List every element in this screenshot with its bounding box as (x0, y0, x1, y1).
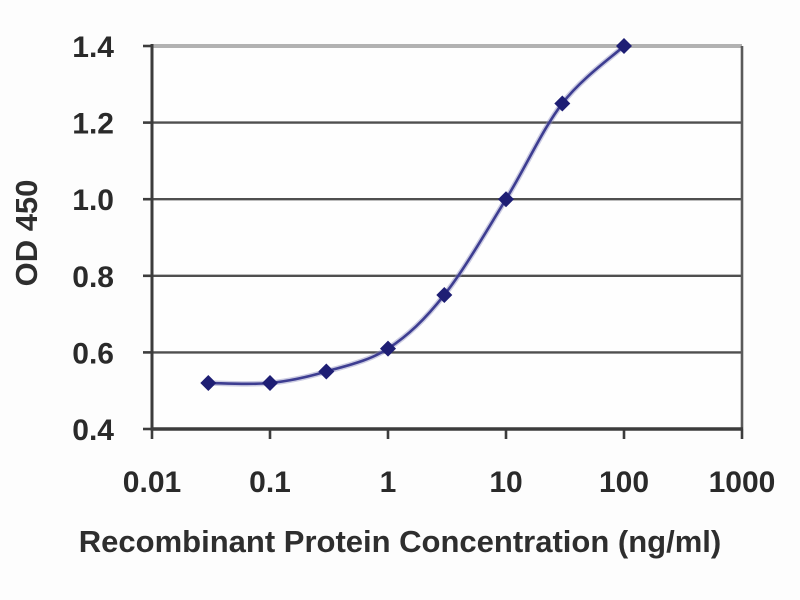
y-tick-label: 1.2 (72, 108, 114, 141)
y-tick-label: 1.0 (72, 184, 114, 217)
data-point-marker (498, 191, 514, 208)
data-point-marker (200, 375, 217, 392)
data-point-marker (380, 340, 396, 357)
x-tick-label: 10 (489, 466, 522, 499)
y-axis-title: OD 450 (9, 179, 44, 287)
x-tick-label: 0.01 (123, 466, 181, 499)
data-point-marker (318, 363, 335, 380)
y-tick-label: 0.8 (72, 261, 114, 294)
y-tick-label: 0.4 (72, 414, 114, 447)
data-point-marker (616, 38, 632, 54)
x-tick-label: 0.1 (249, 466, 291, 499)
x-tick-label: 1000 (709, 466, 776, 499)
x-tick-label: 100 (599, 466, 649, 499)
y-tick-label: 0.6 (72, 337, 114, 370)
data-point-marker (262, 375, 278, 392)
y-tick-label: 1.4 (72, 31, 114, 64)
plot-area (152, 46, 742, 429)
data-point-marker (554, 95, 571, 112)
data-point-marker (436, 286, 453, 303)
x-axis-title: Recombinant Protein Concentration (ng/ml… (78, 524, 722, 559)
x-tick-label: 1 (380, 466, 397, 499)
